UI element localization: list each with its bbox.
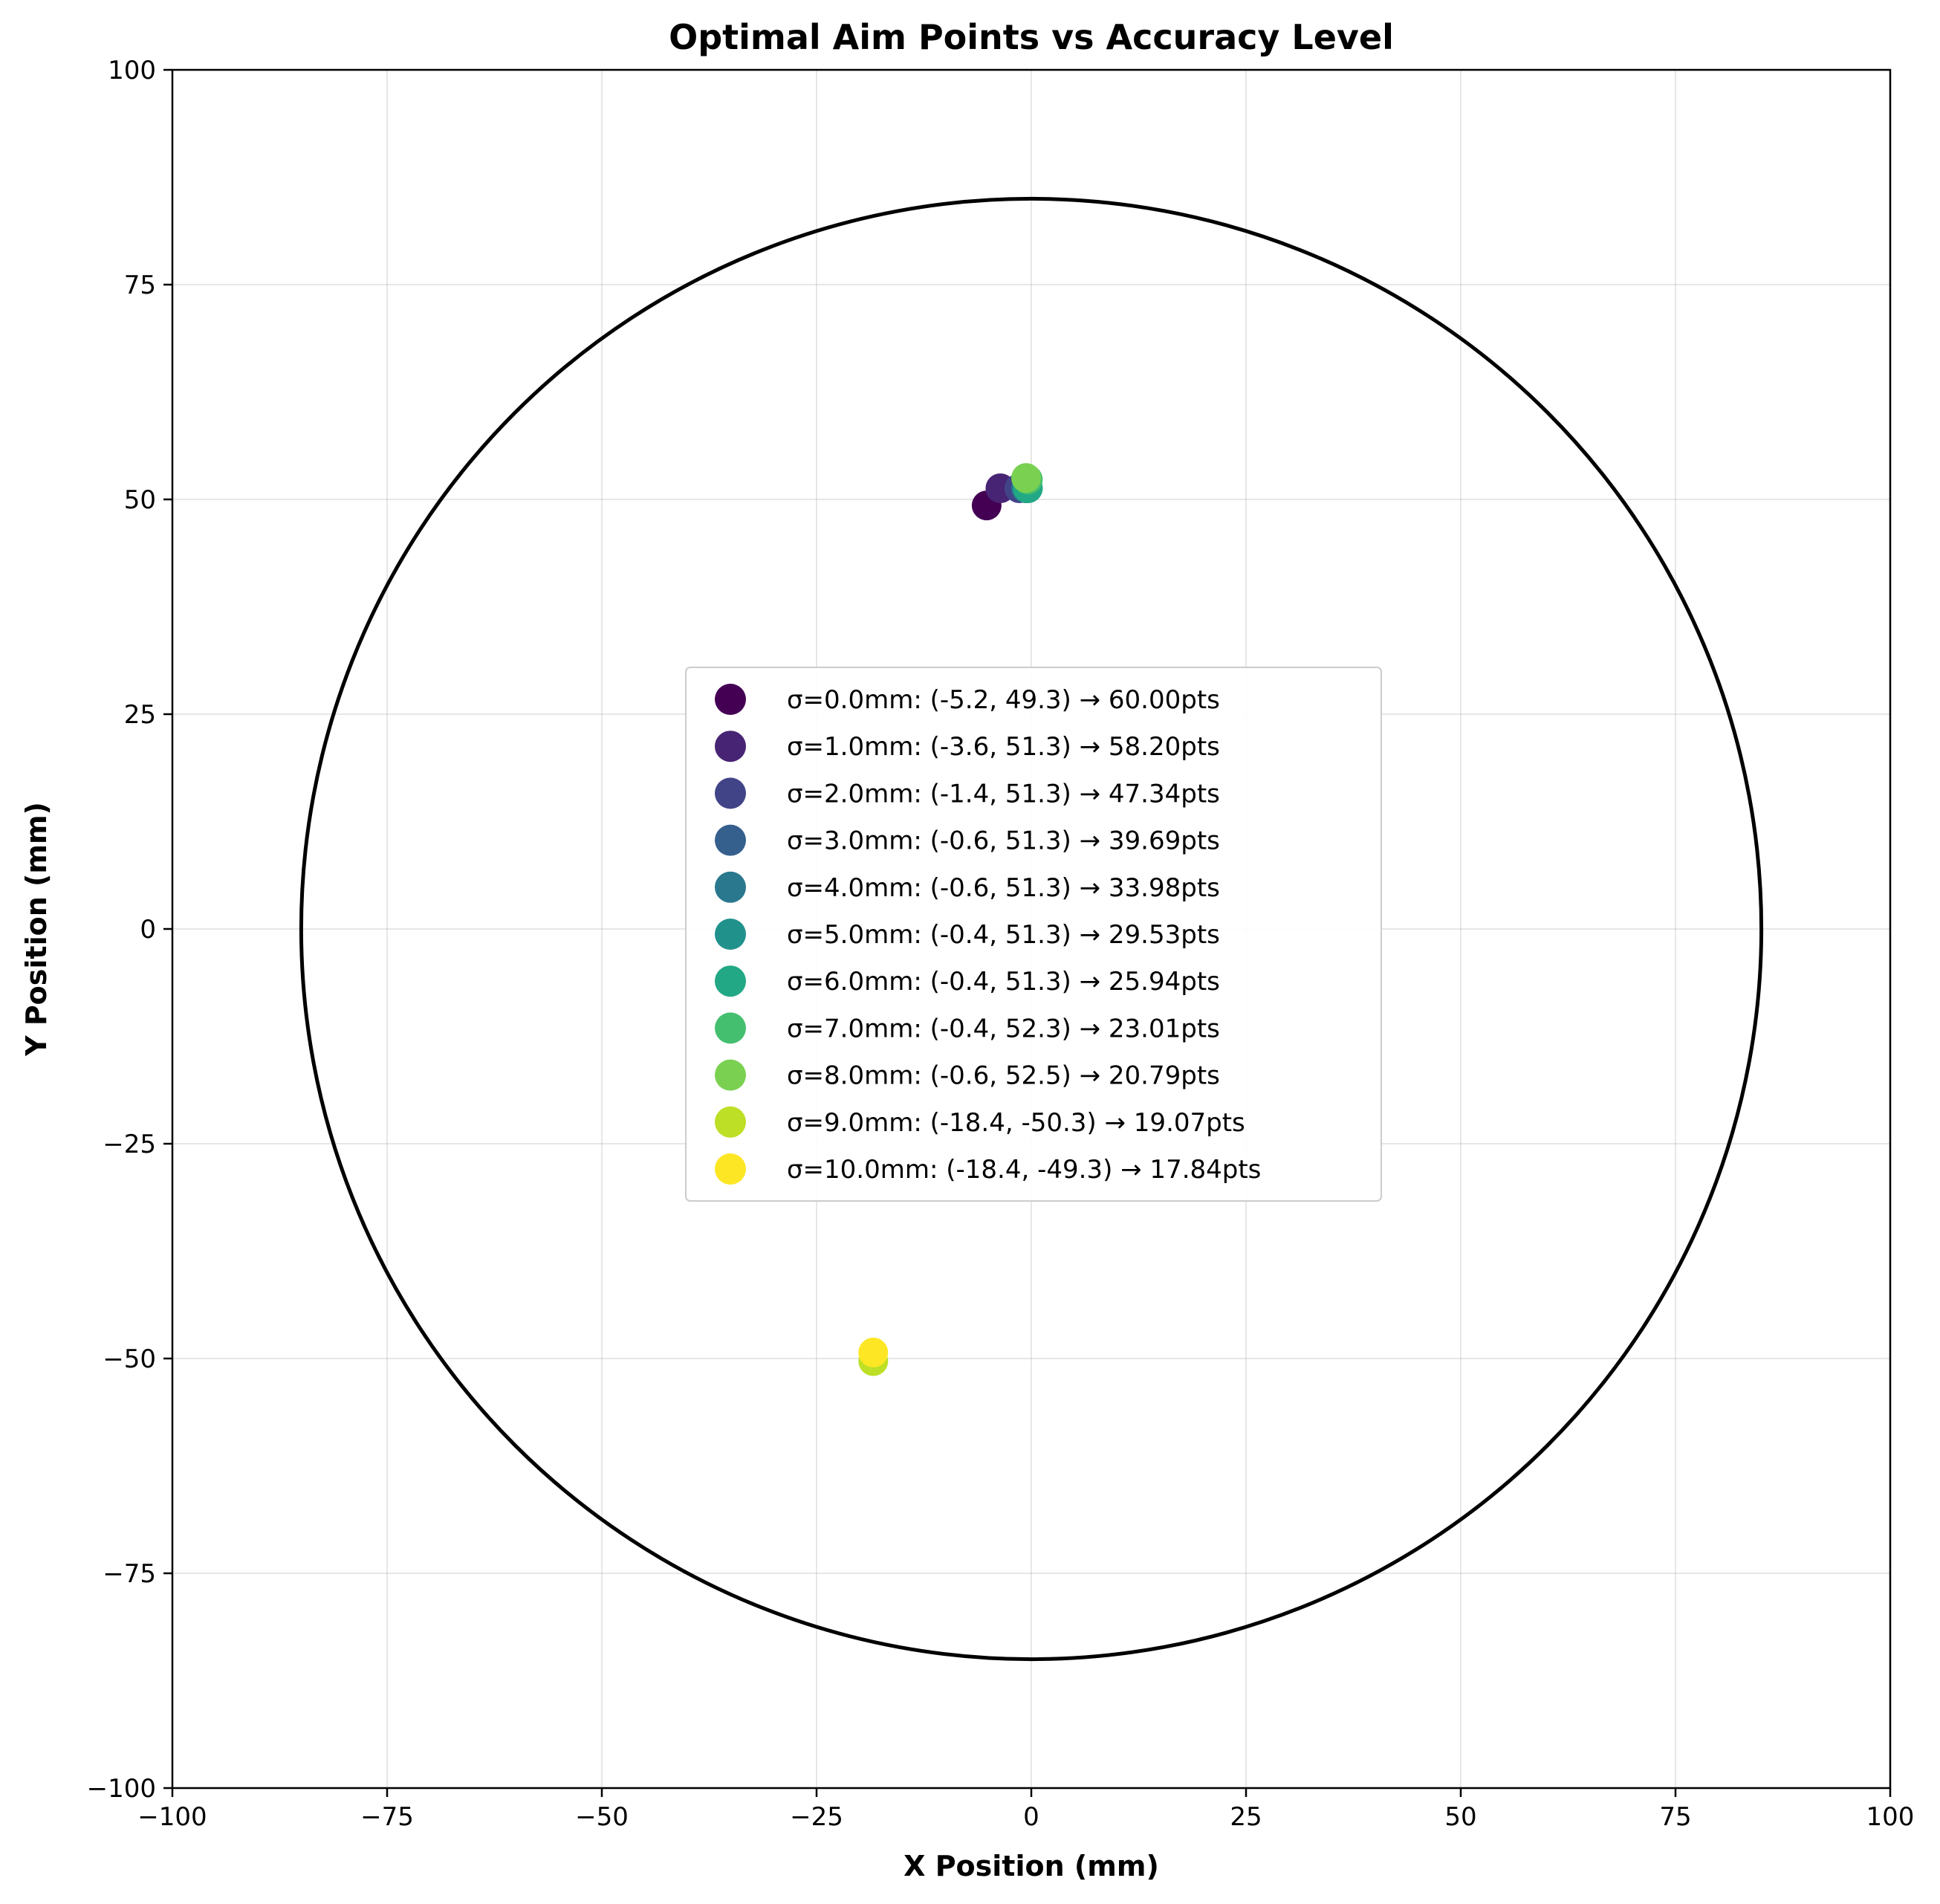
legend-box	[685, 667, 1382, 1202]
y-axis-ticks: −100 −75 −50 −25 0 25 50 75 100	[87, 56, 172, 1804]
x-tick-label-6: 50	[1444, 1802, 1476, 1832]
y-tick-label-3: −25	[103, 1130, 156, 1159]
legend-marker-1	[715, 731, 746, 762]
x-tick-label-8: 100	[1866, 1802, 1915, 1832]
legend-label-8: σ=8.0mm: (-0.6, 52.5) → 20.79pts	[787, 1061, 1220, 1091]
x-tick-label-2: −50	[575, 1802, 629, 1832]
x-axis-ticks: −100 −75 −50 −25 0 25 50 75 100	[137, 1788, 1914, 1832]
board-layer	[299, 196, 1764, 1662]
legend-label-10: σ=10.0mm: (-18.4, -49.3) → 17.84pts	[787, 1155, 1261, 1185]
legend-marker-5	[715, 919, 746, 950]
data-points	[858, 463, 1043, 1376]
legend-label-6: σ=6.0mm: (-0.4, 51.3) → 25.94pts	[787, 967, 1220, 997]
legend-marker-6	[715, 965, 746, 997]
y-tick-label-4: 0	[140, 915, 156, 945]
legend-marker-0	[715, 684, 746, 715]
y-tick-label-1: −75	[103, 1559, 156, 1589]
legend-label-9: σ=9.0mm: (-18.4, -50.3) → 19.07pts	[787, 1108, 1245, 1138]
legend-marker-10	[715, 1153, 746, 1185]
legend-marker-8	[715, 1059, 746, 1091]
x-tick-label-7: 75	[1659, 1802, 1691, 1832]
data-point-10	[858, 1337, 889, 1367]
x-tick-label-1: −75	[360, 1802, 414, 1832]
y-axis-label: Y Position (mm)	[20, 802, 53, 1057]
x-axis-label: X Position (mm)	[904, 1850, 1159, 1882]
legend-marker-3	[715, 824, 746, 856]
y-tick-label-0: −100	[87, 1774, 156, 1804]
legend-label-0: σ=0.0mm: (-5.2, 49.3) → 60.00pts	[787, 685, 1220, 715]
legend: σ=0.0mm: (-5.2, 49.3) → 60.00pts σ=1.0mm:…	[685, 667, 1382, 1202]
legend-marker-2	[715, 777, 746, 809]
y-tick-label-2: −50	[103, 1344, 156, 1374]
y-tick-label-6: 50	[124, 485, 156, 515]
legend-marker-7	[715, 1012, 746, 1044]
y-tick-label-8: 100	[108, 56, 156, 85]
legend-label-3: σ=3.0mm: (-0.6, 51.3) → 39.69pts	[787, 826, 1220, 856]
chart-title: Optimal Aim Points vs Accuracy Level	[669, 17, 1394, 57]
data-point-8	[1011, 463, 1042, 493]
legend-marker-4	[715, 871, 746, 903]
x-tick-label-3: −25	[790, 1802, 843, 1832]
y-tick-label-5: 25	[124, 700, 156, 730]
x-tick-label-5: 25	[1230, 1802, 1262, 1832]
legend-label-4: σ=4.0mm: (-0.6, 51.3) → 33.98pts	[787, 873, 1220, 903]
board-circle	[299, 196, 1764, 1662]
y-tick-label-7: 75	[124, 271, 156, 300]
legend-marker-9	[715, 1106, 746, 1138]
legend-label-5: σ=5.0mm: (-0.4, 51.3) → 29.53pts	[787, 920, 1220, 950]
x-tick-label-4: 0	[1023, 1802, 1039, 1832]
legend-label-1: σ=1.0mm: (-3.6, 51.3) → 58.20pts	[787, 732, 1220, 762]
legend-label-7: σ=7.0mm: (-0.4, 52.3) → 23.01pts	[787, 1014, 1220, 1043]
legend-label-2: σ=2.0mm: (-1.4, 51.3) → 47.34pts	[787, 779, 1220, 809]
x-tick-label-0: −100	[137, 1802, 207, 1832]
